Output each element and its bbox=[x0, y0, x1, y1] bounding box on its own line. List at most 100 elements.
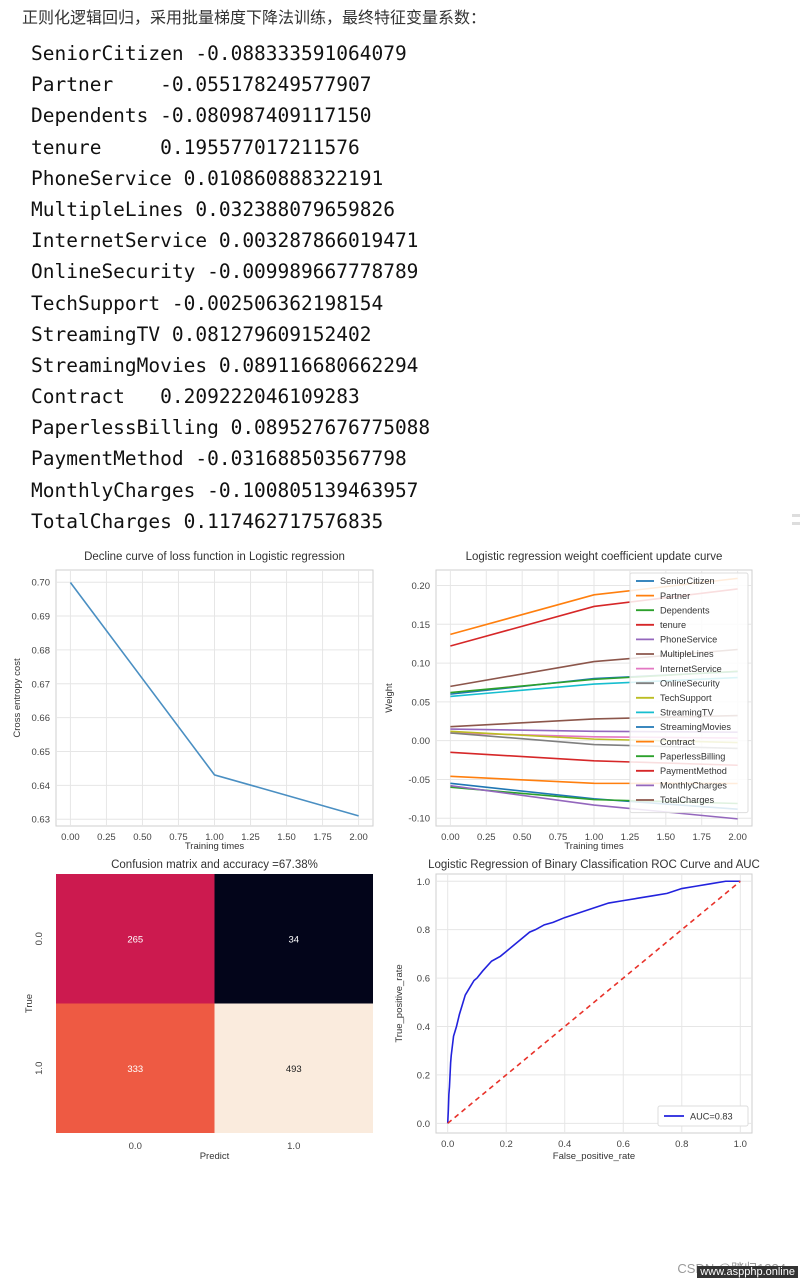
legend-label: Dependents bbox=[660, 605, 710, 615]
y-tick-label: 0.15 bbox=[412, 620, 431, 631]
coef-line: PaymentMethod -0.031688503567798 bbox=[31, 447, 407, 471]
y-tick-label: 0.70 bbox=[32, 578, 51, 589]
x-tick-label: 1.25 bbox=[621, 832, 640, 843]
chart-title: Decline curve of loss function in Logist… bbox=[84, 551, 345, 563]
plot-area bbox=[435, 873, 753, 1134]
y-tick-label: 0.05 bbox=[412, 697, 431, 708]
y-tick-label: 1.0 bbox=[417, 877, 430, 888]
y-tick-label: 0.2 bbox=[417, 1070, 430, 1081]
x-tick-label: 0.00 bbox=[441, 832, 460, 843]
coef-line: TechSupport -0.002506362198154 bbox=[31, 291, 384, 315]
x-tick-label: 0.0 bbox=[441, 1139, 454, 1150]
y-tick-label: 0.67 bbox=[32, 679, 51, 690]
x-tick-label: 0.00 bbox=[61, 832, 80, 843]
legend-label: InternetService bbox=[660, 664, 722, 674]
legend-label: PhoneService bbox=[660, 635, 717, 645]
coef-line: Contract 0.209222046109283 bbox=[31, 385, 360, 409]
y-tick-label: 0.20 bbox=[412, 581, 431, 592]
legend-label: Partner bbox=[660, 591, 690, 601]
x-axis-label: Training times bbox=[564, 841, 624, 852]
y-tick-label: -0.10 bbox=[408, 814, 430, 825]
series-line bbox=[447, 880, 741, 1124]
legend-label: PaperlessBilling bbox=[660, 751, 725, 761]
legend-label: TechSupport bbox=[660, 693, 712, 703]
y-tick-label: 0.10 bbox=[412, 659, 431, 670]
heatmap-cell bbox=[214, 1003, 373, 1133]
intro-text: 正则化逻辑回归，采用批量梯度下降法训练，最终特征变量系数： bbox=[22, 8, 487, 27]
scroll-indicator[interactable] bbox=[792, 522, 800, 525]
y-tick-label: 0.00 bbox=[412, 736, 431, 747]
coef-line: InternetService 0.003287866019471 bbox=[31, 229, 419, 253]
y-tick-label: 0.69 bbox=[32, 612, 51, 623]
chart-title: Logistic regression weight coefficient u… bbox=[466, 551, 723, 563]
legend-label: MultipleLines bbox=[660, 649, 714, 659]
coef-line: PhoneService 0.010860888322191 bbox=[31, 166, 384, 190]
cell-value: 493 bbox=[286, 1064, 302, 1075]
x-tick-label: 1.75 bbox=[692, 832, 711, 843]
x-tick-label: 0.4 bbox=[558, 1139, 571, 1150]
x-tick-label: 2.00 bbox=[728, 832, 747, 843]
coef-line: SeniorCitizen -0.088333591064079 bbox=[31, 42, 407, 65]
x-tick-label: 0.75 bbox=[549, 832, 568, 843]
x-tick-label: 1.00 bbox=[205, 832, 224, 843]
y-axis-label: True bbox=[24, 994, 35, 1013]
legend-label: PaymentMethod bbox=[660, 766, 727, 776]
x-tick-label: 1.25 bbox=[241, 832, 260, 843]
x-axis-label: False_positive_rate bbox=[553, 1151, 635, 1162]
chart-title: Confusion matrix and accuracy =67.38% bbox=[111, 859, 318, 871]
coef-line: tenure 0.195577017211576 bbox=[31, 135, 360, 159]
coef-line: StreamingMovies 0.089116680662294 bbox=[31, 353, 419, 377]
x-tick-label: 2.00 bbox=[349, 832, 368, 843]
legend-label: AUC=0.83 bbox=[690, 1112, 733, 1122]
coef-line: StreamingTV 0.081279609152402 bbox=[31, 322, 372, 346]
x-tick-label: 1.75 bbox=[313, 832, 332, 843]
series-line bbox=[450, 784, 738, 820]
y-tick-label: 1.0 bbox=[34, 1062, 45, 1075]
chart-title: Logistic Regression of Binary Classifica… bbox=[428, 859, 760, 871]
y-tick-label: 0.0 bbox=[34, 932, 45, 945]
x-tick-label: 0.25 bbox=[97, 832, 116, 843]
x-tick-label: 0.6 bbox=[617, 1139, 630, 1150]
x-tick-label: 1.0 bbox=[734, 1139, 747, 1150]
loss-curve-chart: 0.00 0.25 0.50 0.75 1.00 1.25 1.50 1.75 2.00 0.63… bbox=[12, 551, 374, 852]
legend-box bbox=[629, 572, 749, 814]
watermark-site: www.aspphp.online bbox=[697, 1266, 798, 1278]
x-tick-label: 1.0 bbox=[287, 1141, 300, 1152]
confusion-matrix-chart: 265 34 333 493 0.0 1.0 0.0 1.0 Confusion matrix … bbox=[24, 859, 373, 1162]
x-tick-label: 1.00 bbox=[585, 832, 604, 843]
coef-line: MonthlyCharges -0.100805139463957 bbox=[31, 478, 419, 502]
y-tick-label: -0.05 bbox=[408, 775, 430, 786]
y-tick-label: 0.68 bbox=[32, 645, 51, 656]
coef-line: PaperlessBilling 0.089527676775088 bbox=[31, 416, 431, 440]
coef-line: MultipleLines 0.032388079659826 bbox=[31, 197, 395, 221]
roc-curve-chart: 0.0 0.2 0.4 0.6 0.8 1.0 0.0 0.2 0.4 0.6 0.8 1.0 Logi… bbox=[394, 859, 760, 1162]
legend-label: SeniorCitizen bbox=[660, 576, 715, 586]
legend-box bbox=[657, 1105, 749, 1127]
heatmap-cell bbox=[214, 874, 373, 1004]
x-axis-label: Predict bbox=[200, 1151, 230, 1162]
y-tick-label: 0.63 bbox=[32, 815, 51, 826]
legend-label: StreamingMovies bbox=[660, 722, 731, 732]
x-tick-label: 1.50 bbox=[657, 832, 676, 843]
coefficient-list: SeniorCitizen -0.088333591064079 Partner… bbox=[31, 38, 430, 537]
legend-label: Contract bbox=[660, 737, 695, 747]
scroll-indicator[interactable] bbox=[792, 514, 800, 517]
x-tick-label: 0.75 bbox=[169, 832, 188, 843]
cell-value: 333 bbox=[127, 1064, 143, 1075]
y-tick-label: 0.0 bbox=[417, 1119, 430, 1130]
legend-label: StreamingTV bbox=[660, 708, 714, 718]
coef-line: Dependents -0.080987409117150 bbox=[31, 104, 372, 128]
y-tick-label: 0.4 bbox=[417, 1022, 430, 1033]
series-line bbox=[69, 582, 359, 817]
x-tick-label: 0.50 bbox=[513, 832, 532, 843]
y-tick-label: 0.66 bbox=[32, 713, 51, 724]
x-tick-label: 0.25 bbox=[477, 832, 496, 843]
legend-label: TotalCharges bbox=[660, 795, 715, 805]
legend-label: OnlineSecurity bbox=[660, 678, 720, 688]
x-axis-label: Training times bbox=[185, 841, 245, 852]
y-tick-label: 0.6 bbox=[417, 974, 430, 985]
y-axis-label: Weight bbox=[384, 683, 395, 713]
legend-label: tenure bbox=[660, 620, 686, 630]
series-line bbox=[446, 880, 741, 1124]
y-axis-label: True_positive_rate bbox=[394, 964, 405, 1042]
